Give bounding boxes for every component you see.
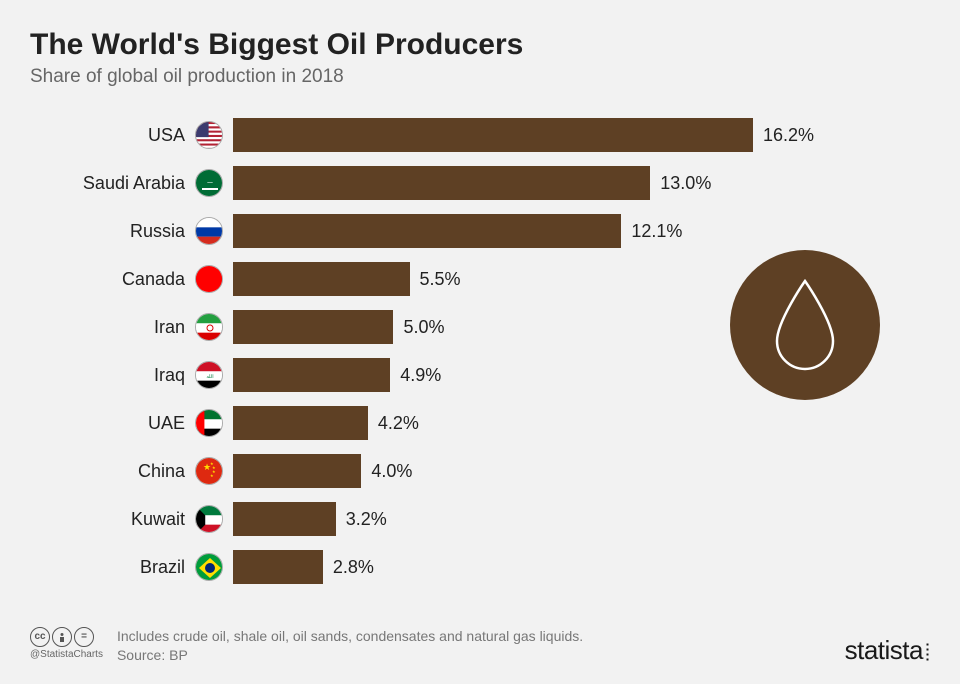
bar <box>233 550 323 584</box>
country-label: Kuwait <box>30 509 195 530</box>
chart-row: Russia 12.1% <box>30 210 930 252</box>
brand-logo: statista <box>845 635 930 666</box>
chart-row: Brazil 2.8% <box>30 546 930 588</box>
flag-icon-canada <box>195 265 223 293</box>
svg-text:الله: الله <box>206 374 213 380</box>
value-label: 5.5% <box>420 269 461 290</box>
chart-row: Kuwait 3.2% <box>30 498 930 540</box>
country-label: China <box>30 461 195 482</box>
value-label: 4.2% <box>378 413 419 434</box>
flag-icon-uae <box>195 409 223 437</box>
country-label: Iran <box>30 317 195 338</box>
flag-icon-kuwait <box>195 505 223 533</box>
flag-icon-russia <box>195 217 223 245</box>
oil-drop-icon <box>765 275 845 375</box>
chart-row: UAE 4.2% <box>30 402 930 444</box>
cc-icon: cc <box>30 627 50 647</box>
value-label: 4.0% <box>371 461 412 482</box>
footer: cc = @StatistaCharts Includes crude oil,… <box>30 627 930 666</box>
chart-row: USA 16.2% <box>30 114 930 156</box>
cc-handle: @StatistaCharts <box>30 649 103 660</box>
chart-subtitle: Share of global oil production in 2018 <box>30 66 930 88</box>
value-label: 13.0% <box>660 173 711 194</box>
value-label: 3.2% <box>346 509 387 530</box>
country-label: Saudi Arabia <box>30 173 195 194</box>
value-label: 2.8% <box>333 557 374 578</box>
bar <box>233 118 753 152</box>
value-label: 12.1% <box>631 221 682 242</box>
footnote: Includes crude oil, shale oil, oil sands… <box>117 627 583 647</box>
country-label: Iraq <box>30 365 195 386</box>
country-label: UAE <box>30 413 195 434</box>
flag-icon-saudi: ـــ <box>195 169 223 197</box>
bar <box>233 214 621 248</box>
chart-row: Saudi Arabia ـــ 13.0% <box>30 162 930 204</box>
bar <box>233 262 410 296</box>
country-label: Brazil <box>30 557 195 578</box>
chart-row: China ★★★★★ 4.0% <box>30 450 930 492</box>
value-label: 5.0% <box>403 317 444 338</box>
svg-text:ـــ: ـــ <box>206 179 213 185</box>
bar <box>233 166 650 200</box>
flag-icon-iran <box>195 313 223 341</box>
svg-text:★: ★ <box>210 473 214 478</box>
bar <box>233 406 368 440</box>
bar <box>233 358 390 392</box>
flag-icon-brazil <box>195 553 223 581</box>
value-label: 16.2% <box>763 125 814 146</box>
cc-by-icon <box>52 627 72 647</box>
source: Source: BP <box>117 646 583 666</box>
flag-icon-china: ★★★★★ <box>195 457 223 485</box>
country-label: USA <box>30 125 195 146</box>
bar <box>233 454 361 488</box>
cc-nd-icon: = <box>74 627 94 647</box>
flag-icon-usa <box>195 121 223 149</box>
chart-title: The World's Biggest Oil Producers <box>30 28 930 62</box>
value-label: 4.9% <box>400 365 441 386</box>
bar <box>233 502 336 536</box>
country-label: Russia <box>30 221 195 242</box>
bar <box>233 310 393 344</box>
oil-drop-badge <box>730 250 880 400</box>
country-label: Canada <box>30 269 195 290</box>
cc-license: cc = @StatistaCharts <box>30 627 103 660</box>
flag-icon-iraq: الله <box>195 361 223 389</box>
